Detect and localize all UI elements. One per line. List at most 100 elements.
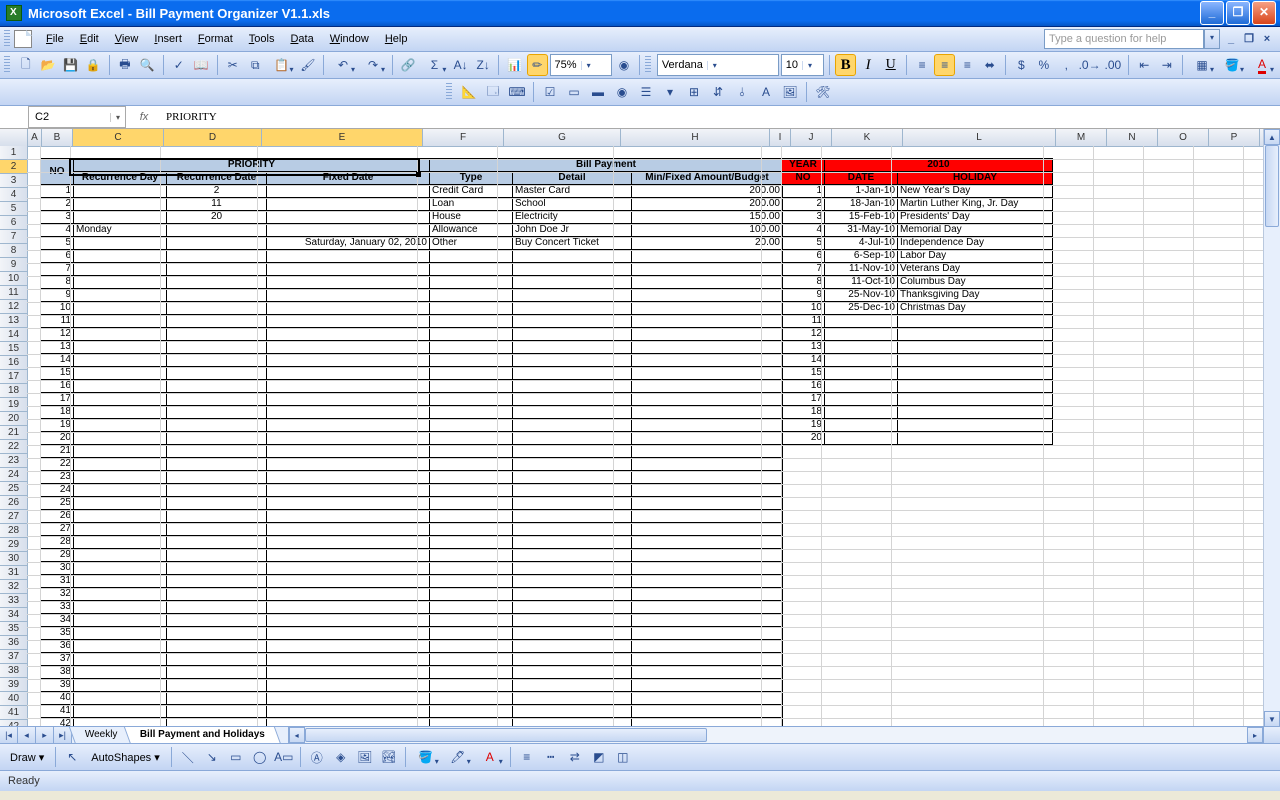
clip-art-icon[interactable]: 🖼 xyxy=(354,746,376,768)
underline-button[interactable]: U xyxy=(880,54,901,76)
row-header[interactable]: 16 xyxy=(0,356,27,370)
listbox-control-icon[interactable]: ☰ xyxy=(635,81,657,103)
3d-style-icon[interactable]: ◫ xyxy=(612,746,634,768)
tab-prev-icon[interactable]: ◂ xyxy=(18,727,36,743)
scroll-up-icon[interactable]: ▲ xyxy=(1264,129,1280,145)
hscroll-thumb[interactable] xyxy=(305,728,707,742)
row-header[interactable]: 29 xyxy=(0,538,27,552)
row-header[interactable]: 37 xyxy=(0,650,27,664)
print-preview-icon[interactable]: 🔍 xyxy=(137,54,158,76)
priority-table[interactable]: NOPRIORITYBill PaymentRecurrence DayRecu… xyxy=(40,158,783,727)
align-left-icon[interactable]: ≡ xyxy=(912,54,933,76)
line-color-icon[interactable]: 🖊 xyxy=(443,746,473,768)
row-header[interactable]: 7 xyxy=(0,230,27,244)
col-header[interactable]: J xyxy=(791,129,832,146)
option-button-icon[interactable]: ◉ xyxy=(611,81,633,103)
decrease-indent-icon[interactable]: ⇤ xyxy=(1134,54,1155,76)
increase-decimal-icon[interactable]: .0→ xyxy=(1079,54,1101,76)
row-header[interactable]: 5 xyxy=(0,202,27,216)
row-header[interactable]: 11 xyxy=(0,286,27,300)
more-controls-icon[interactable]: 🛠 xyxy=(812,81,834,103)
col-header[interactable]: E xyxy=(262,129,423,146)
align-center-icon[interactable]: ≡ xyxy=(934,54,955,76)
menu-format[interactable]: Format xyxy=(190,27,241,51)
row-header[interactable]: 35 xyxy=(0,622,27,636)
row-headers[interactable]: 1234567891011121314151617181920212223242… xyxy=(0,146,28,727)
vertical-scrollbar[interactable]: ▲ ▼ xyxy=(1263,129,1280,727)
worksheet-grid[interactable]: ABCDEFGHIJKLMNOP 12345678910111213141516… xyxy=(0,129,1280,743)
col-header[interactable]: P xyxy=(1209,129,1260,146)
decrease-decimal-icon[interactable]: .00 xyxy=(1103,54,1124,76)
formula-input[interactable] xyxy=(162,108,1280,126)
row-header[interactable]: 10 xyxy=(0,272,27,286)
menu-file[interactable]: File xyxy=(38,27,72,51)
row-header[interactable]: 15 xyxy=(0,342,27,356)
cut-icon[interactable]: ✂ xyxy=(223,54,244,76)
row-header[interactable]: 36 xyxy=(0,636,27,650)
col-header[interactable]: A xyxy=(28,129,42,146)
mdi-minimize-button[interactable]: _ xyxy=(1224,32,1238,46)
row-header[interactable]: 31 xyxy=(0,566,27,580)
col-header[interactable]: B xyxy=(42,129,73,146)
oval-icon[interactable]: ◯ xyxy=(249,746,271,768)
copy-icon[interactable]: ⧉ xyxy=(245,54,266,76)
row-header[interactable]: 33 xyxy=(0,594,27,608)
col-header[interactable]: G xyxy=(504,129,621,146)
minimize-button[interactable]: _ xyxy=(1200,1,1224,25)
row-header[interactable]: 8 xyxy=(0,244,27,258)
row-header[interactable]: 32 xyxy=(0,580,27,594)
drawing-toggle-icon[interactable]: ✏ xyxy=(527,54,548,76)
spin-button-icon[interactable]: ⇵ xyxy=(707,81,729,103)
font-name-combo[interactable]: Verdana▾ xyxy=(657,54,779,76)
row-header[interactable]: 24 xyxy=(0,468,27,482)
research-icon[interactable]: 📖 xyxy=(191,54,212,76)
properties-icon[interactable]: 🗔 xyxy=(482,81,504,103)
insert-picture-icon[interactable]: 🏞 xyxy=(378,746,400,768)
comma-icon[interactable]: , xyxy=(1056,54,1077,76)
row-header[interactable]: 13 xyxy=(0,314,27,328)
borders-icon[interactable]: ▦ xyxy=(1188,54,1216,76)
sort-desc-icon[interactable]: Z↓ xyxy=(473,54,494,76)
menu-edit[interactable]: Edit xyxy=(72,27,107,51)
bold-button[interactable]: B xyxy=(835,54,856,76)
fill-color-icon[interactable]: 🪣 xyxy=(1218,54,1246,76)
tab-next-icon[interactable]: ▸ xyxy=(36,727,54,743)
grip[interactable] xyxy=(446,83,452,101)
grip[interactable] xyxy=(4,56,10,74)
row-header[interactable]: 27 xyxy=(0,510,27,524)
help-search-input[interactable]: Type a question for help xyxy=(1044,29,1204,49)
col-header[interactable]: I xyxy=(770,129,791,146)
permission-icon[interactable]: 🔒 xyxy=(83,54,104,76)
row-header[interactable]: 3 xyxy=(0,174,27,188)
view-code-icon[interactable]: ⌨ xyxy=(506,81,528,103)
dash-style-icon[interactable]: ┅ xyxy=(540,746,562,768)
italic-button[interactable]: I xyxy=(858,54,879,76)
row-header[interactable]: 41 xyxy=(0,706,27,720)
mdi-restore-button[interactable]: ❐ xyxy=(1242,32,1256,46)
fx-icon[interactable]: fx xyxy=(134,111,154,123)
menu-tools[interactable]: Tools xyxy=(241,27,283,51)
font-size-combo[interactable]: 10▾ xyxy=(781,54,825,76)
text-box-icon[interactable]: A▭ xyxy=(273,746,295,768)
row-header[interactable]: 38 xyxy=(0,664,27,678)
row-header[interactable]: 28 xyxy=(0,524,27,538)
redo-icon[interactable]: ↷ xyxy=(359,54,387,76)
row-header[interactable]: 20 xyxy=(0,412,27,426)
autosum-icon[interactable]: Σ xyxy=(420,54,448,76)
percent-icon[interactable]: % xyxy=(1034,54,1055,76)
paste-icon[interactable]: 📋 xyxy=(268,54,296,76)
row-header[interactable]: 12 xyxy=(0,300,27,314)
shadow-style-icon[interactable]: ◩ xyxy=(588,746,610,768)
combobox-control-icon[interactable]: ▾ xyxy=(659,81,681,103)
horizontal-scrollbar[interactable]: ◂ ▸ xyxy=(288,727,1263,743)
undo-icon[interactable]: ↶ xyxy=(329,54,357,76)
hyperlink-icon[interactable]: 🔗 xyxy=(398,54,419,76)
spelling-icon[interactable]: ✓ xyxy=(169,54,190,76)
row-header[interactable]: 34 xyxy=(0,608,27,622)
open-icon[interactable]: 📂 xyxy=(38,54,59,76)
col-header[interactable]: D xyxy=(164,129,262,146)
row-header[interactable]: 25 xyxy=(0,482,27,496)
row-header[interactable]: 26 xyxy=(0,496,27,510)
increase-indent-icon[interactable]: ⇥ xyxy=(1157,54,1178,76)
menu-view[interactable]: View xyxy=(107,27,147,51)
